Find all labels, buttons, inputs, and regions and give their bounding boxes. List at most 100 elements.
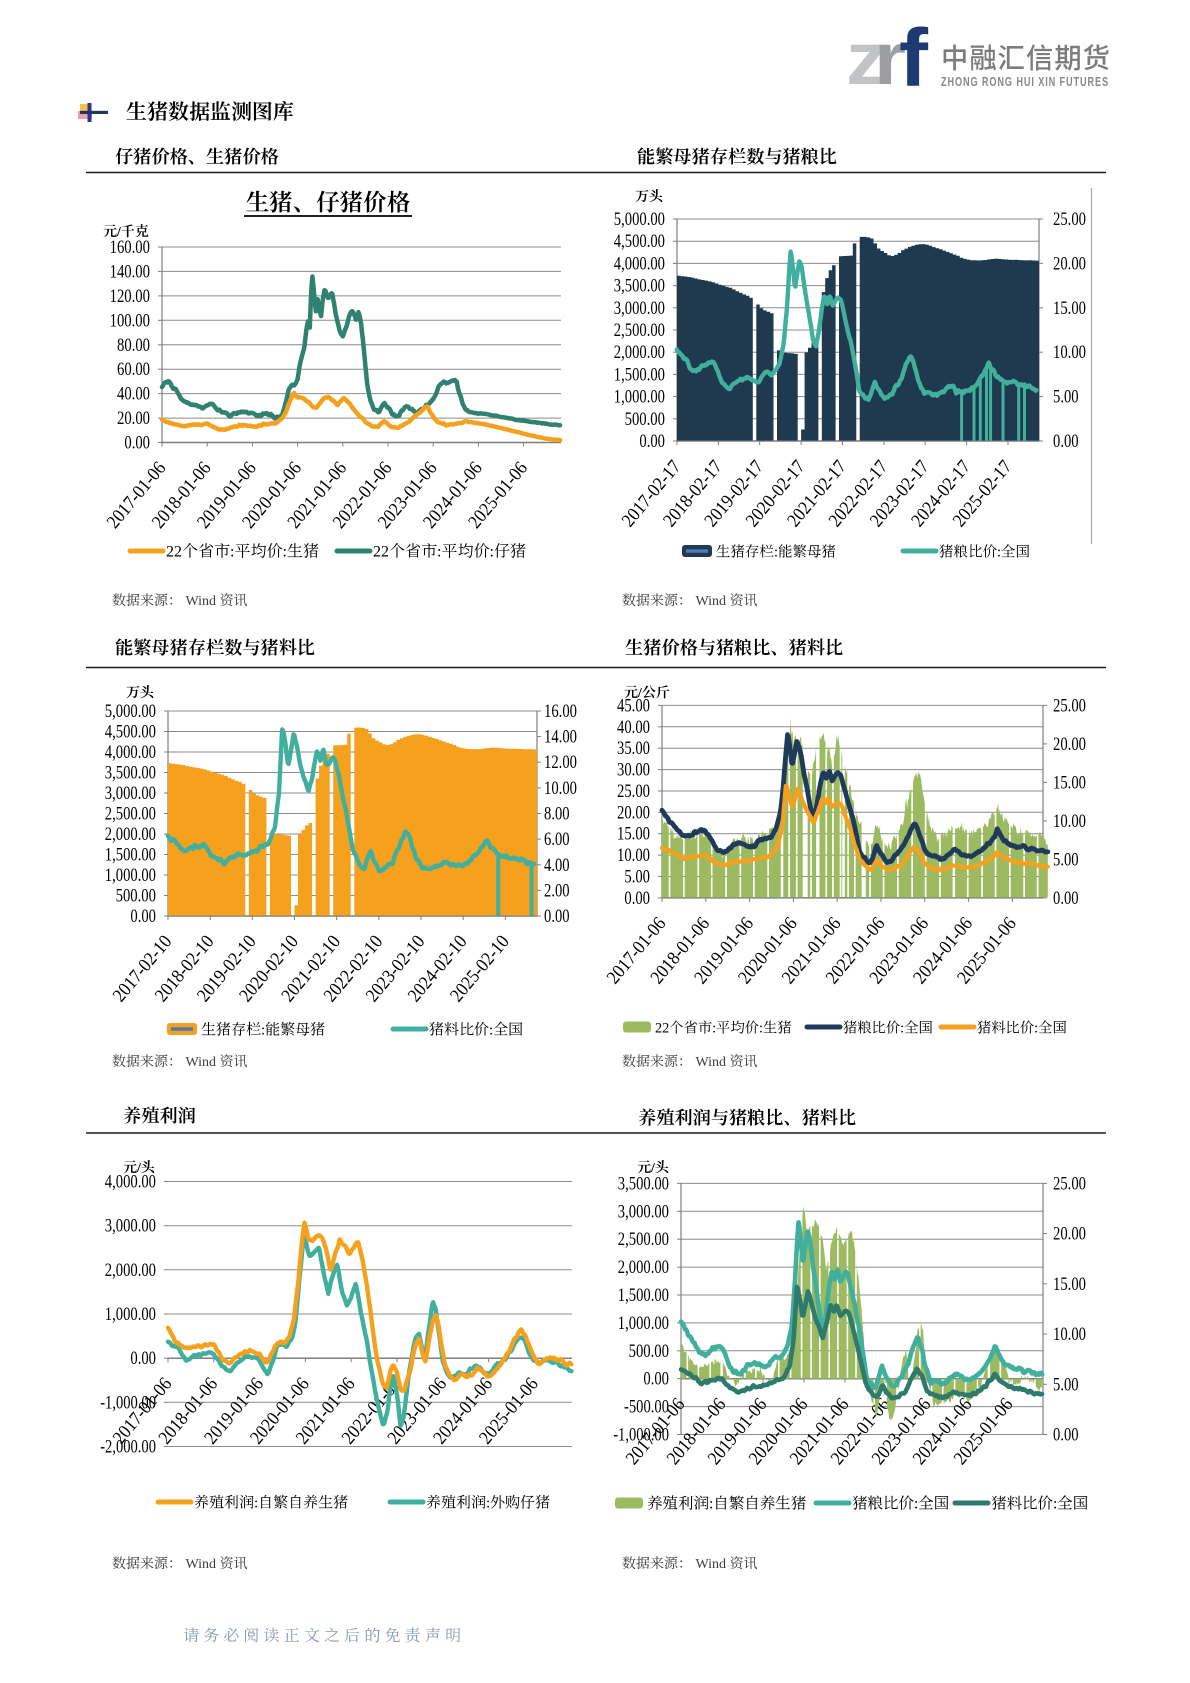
svg-text:10.00: 10.00: [1053, 342, 1086, 363]
svg-text:15.00: 15.00: [1053, 772, 1086, 793]
svg-text:数据来源： Wind 资讯: 数据来源： Wind 资讯: [622, 593, 758, 609]
svg-text:10.00: 10.00: [1053, 811, 1086, 832]
svg-text:20.00: 20.00: [117, 408, 150, 429]
svg-text:1,000.00: 1,000.00: [614, 387, 665, 408]
svg-text:中融汇信期货: 中融汇信期货: [941, 37, 1111, 77]
svg-text:60.00: 60.00: [117, 359, 150, 380]
svg-text:生猪存栏:能繁母猪: 生猪存栏:能繁母猪: [716, 544, 837, 561]
svg-text:5.00: 5.00: [1053, 849, 1079, 870]
svg-text:f: f: [899, 13, 929, 104]
svg-text:ZHONG RONG HUI XIN FUTURES: ZHONG RONG HUI XIN FUTURES: [941, 75, 1109, 89]
svg-text:20.00: 20.00: [1053, 1224, 1086, 1245]
svg-text:30.00: 30.00: [617, 760, 650, 781]
svg-text:3,500.00: 3,500.00: [618, 1173, 669, 1194]
svg-text:15.00: 15.00: [617, 824, 650, 845]
svg-text:2,000.00: 2,000.00: [105, 824, 156, 845]
svg-text:元/千克: 元/千克: [103, 224, 149, 240]
svg-text:40.00: 40.00: [617, 717, 650, 738]
svg-text:请务必阅读正文之后的免责声明: 请务必阅读正文之后的免责声明: [183, 1627, 461, 1645]
svg-text:5.00: 5.00: [1053, 387, 1079, 408]
svg-text:猪粮比价:全国: 猪粮比价:全国: [843, 1020, 933, 1037]
svg-text:0.00: 0.00: [624, 888, 650, 909]
svg-text:0.00: 0.00: [639, 431, 665, 452]
svg-text:0.00: 0.00: [643, 1369, 669, 1390]
svg-text:15.00: 15.00: [1053, 1274, 1086, 1295]
svg-text:25.00: 25.00: [1053, 695, 1086, 716]
svg-text:45.00: 45.00: [617, 695, 650, 716]
svg-text:4,500.00: 4,500.00: [614, 231, 665, 252]
svg-text:0.00: 0.00: [130, 1348, 156, 1369]
svg-text:-2,000.00: -2,000.00: [100, 1437, 156, 1458]
svg-text:500.00: 500.00: [116, 886, 156, 907]
svg-text:能繁母猪存栏数与猪料比: 能繁母猪存栏数与猪料比: [115, 638, 315, 658]
svg-text:1,500.00: 1,500.00: [614, 364, 665, 385]
svg-text:万头: 万头: [635, 188, 663, 205]
svg-text:20.00: 20.00: [1053, 253, 1086, 274]
svg-text:5.00: 5.00: [1053, 1374, 1079, 1395]
svg-text:2,500.00: 2,500.00: [618, 1229, 669, 1250]
svg-text:8.00: 8.00: [544, 804, 570, 825]
svg-text:4,000.00: 4,000.00: [105, 1172, 156, 1193]
svg-text:10.00: 10.00: [1053, 1324, 1086, 1345]
svg-text:500.00: 500.00: [625, 409, 665, 430]
svg-text:500.00: 500.00: [629, 1341, 669, 1362]
svg-text:2.00: 2.00: [544, 880, 570, 901]
svg-text:25.00: 25.00: [1053, 1173, 1086, 1194]
svg-text:数据来源： Wind 资讯: 数据来源： Wind 资讯: [112, 1054, 248, 1070]
svg-text:20.00: 20.00: [617, 802, 650, 823]
svg-text:1,000.00: 1,000.00: [105, 865, 156, 886]
svg-text:元/公斤: 元/公斤: [624, 685, 670, 701]
svg-text:能繁母猪存栏数与猪粮比: 能繁母猪存栏数与猪粮比: [637, 147, 837, 167]
svg-text:3,000.00: 3,000.00: [614, 298, 665, 319]
svg-text:6.00: 6.00: [544, 829, 570, 850]
svg-text:120.00: 120.00: [110, 286, 150, 307]
svg-text:40.00: 40.00: [117, 384, 150, 405]
svg-text:3,000.00: 3,000.00: [105, 783, 156, 804]
svg-text:元/头: 元/头: [637, 1159, 669, 1176]
svg-text:3,500.00: 3,500.00: [614, 276, 665, 297]
svg-text:160.00: 160.00: [110, 237, 150, 258]
svg-text:r: r: [874, 17, 906, 100]
svg-text:养殖利润:自繁自养生猪: 养殖利润:自繁自养生猪: [647, 1495, 807, 1513]
svg-text:140.00: 140.00: [110, 261, 150, 282]
svg-text:0.00: 0.00: [130, 906, 156, 927]
svg-text:12.00: 12.00: [544, 752, 577, 773]
svg-text:猪料比价:全国: 猪料比价:全国: [429, 1022, 523, 1039]
svg-text:1,000.00: 1,000.00: [105, 1304, 156, 1325]
svg-text:10.00: 10.00: [617, 845, 650, 866]
svg-text:0.00: 0.00: [1053, 888, 1079, 909]
svg-text:22个省市:平均价:生猪: 22个省市:平均价:生猪: [655, 1020, 792, 1037]
svg-text:20.00: 20.00: [1053, 734, 1086, 755]
svg-text:22个省市:平均价:仔猪: 22个省市:平均价:仔猪: [373, 543, 526, 561]
svg-text:生猪存栏:能繁母猪: 生猪存栏:能繁母猪: [201, 1022, 325, 1039]
svg-text:养殖利润:自繁自养生猪: 养殖利润:自繁自养生猪: [194, 1495, 348, 1512]
svg-text:生猪数据监测图库: 生猪数据监测图库: [126, 100, 294, 124]
svg-text:22个省市:平均价:生猪: 22个省市:平均价:生猪: [166, 543, 319, 561]
svg-text:元/头: 元/头: [123, 1159, 155, 1176]
svg-text:3,000.00: 3,000.00: [105, 1216, 156, 1237]
svg-text:0.00: 0.00: [1053, 431, 1079, 452]
svg-text:仔猪价格、生猪价格: 仔猪价格、生猪价格: [115, 147, 279, 167]
svg-text:14.00: 14.00: [544, 727, 577, 748]
svg-text:80.00: 80.00: [117, 335, 150, 356]
svg-text:3,500.00: 3,500.00: [105, 763, 156, 784]
svg-text:5.00: 5.00: [624, 867, 650, 888]
svg-text:数据来源： Wind 资讯: 数据来源： Wind 资讯: [112, 1556, 248, 1572]
svg-text:数据来源： Wind 资讯: 数据来源： Wind 资讯: [622, 1556, 758, 1572]
svg-text:-1,000.00: -1,000.00: [613, 1425, 669, 1446]
svg-text:5,000.00: 5,000.00: [614, 209, 665, 230]
svg-text:4,000.00: 4,000.00: [614, 253, 665, 274]
svg-text:4.00: 4.00: [544, 855, 570, 876]
svg-text:养殖利润: 养殖利润: [123, 1106, 196, 1126]
svg-text:养殖利润与猪粮比、猪料比: 养殖利润与猪粮比、猪料比: [638, 1108, 856, 1128]
svg-text:10.00: 10.00: [544, 778, 577, 799]
svg-text:1,000.00: 1,000.00: [618, 1313, 669, 1334]
svg-text:万头: 万头: [126, 684, 154, 701]
svg-text:0.00: 0.00: [124, 433, 150, 454]
svg-text:猪料比价:全国: 猪料比价:全国: [977, 1020, 1067, 1037]
svg-text:4,500.00: 4,500.00: [105, 722, 156, 743]
svg-text:3,000.00: 3,000.00: [618, 1201, 669, 1222]
svg-text:2,000.00: 2,000.00: [618, 1257, 669, 1278]
svg-text:-1,000.00: -1,000.00: [100, 1392, 156, 1413]
svg-text:2,500.00: 2,500.00: [105, 804, 156, 825]
